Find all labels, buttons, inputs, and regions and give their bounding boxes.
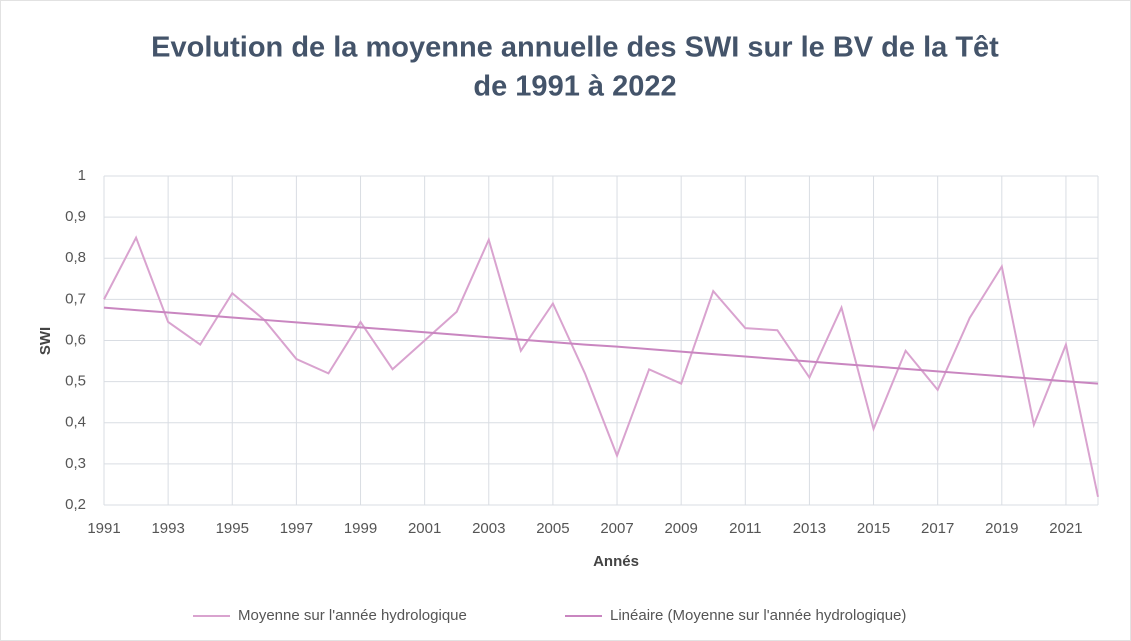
x-tick-label: 1997 — [280, 520, 313, 537]
x-tick-label: 1995 — [216, 520, 249, 537]
x-tick-label: 2009 — [664, 520, 697, 537]
x-tick-label: 1993 — [151, 520, 184, 537]
chart-title: de 1991 à 2022 — [473, 71, 676, 103]
x-tick-label: 2021 — [1049, 520, 1082, 537]
y-tick-label: 0,6 — [65, 331, 86, 348]
legend-label: Moyenne sur l'année hydrologique — [238, 607, 467, 624]
y-tick-label: 0,2 — [65, 496, 86, 513]
legend-label: Linéaire (Moyenne sur l'année hydrologiq… — [610, 607, 906, 624]
x-tick-label: 2001 — [408, 520, 441, 537]
y-tick-label: 0,3 — [65, 455, 86, 472]
x-tick-label: 2019 — [985, 520, 1018, 537]
x-axis-title: Annés — [593, 553, 639, 570]
x-tick-label: 1991 — [87, 520, 120, 537]
x-tick-label: 2005 — [536, 520, 569, 537]
y-tick-label: 1 — [78, 167, 86, 184]
x-tick-label: 2013 — [793, 520, 826, 537]
series-line — [103, 306, 1099, 385]
y-tick-label: 0,5 — [65, 373, 86, 390]
x-tick-label: 1999 — [344, 520, 377, 537]
x-tick-label: 2017 — [921, 520, 954, 537]
x-tick-label: 2015 — [857, 520, 890, 537]
y-tick-label: 0,4 — [65, 414, 86, 431]
chart-title: Evolution de la moyenne annuelle des SWI… — [151, 32, 999, 64]
y-tick-label: 0,7 — [65, 290, 86, 307]
x-tick-label: 2003 — [472, 520, 505, 537]
y-tick-label: 0,8 — [65, 249, 86, 266]
y-tick-label: 0,9 — [65, 208, 86, 225]
x-tick-label: 2007 — [600, 520, 633, 537]
x-tick-label: 2011 — [729, 520, 761, 537]
series-line — [103, 235, 1099, 497]
y-axis-title: SWI — [37, 327, 54, 355]
